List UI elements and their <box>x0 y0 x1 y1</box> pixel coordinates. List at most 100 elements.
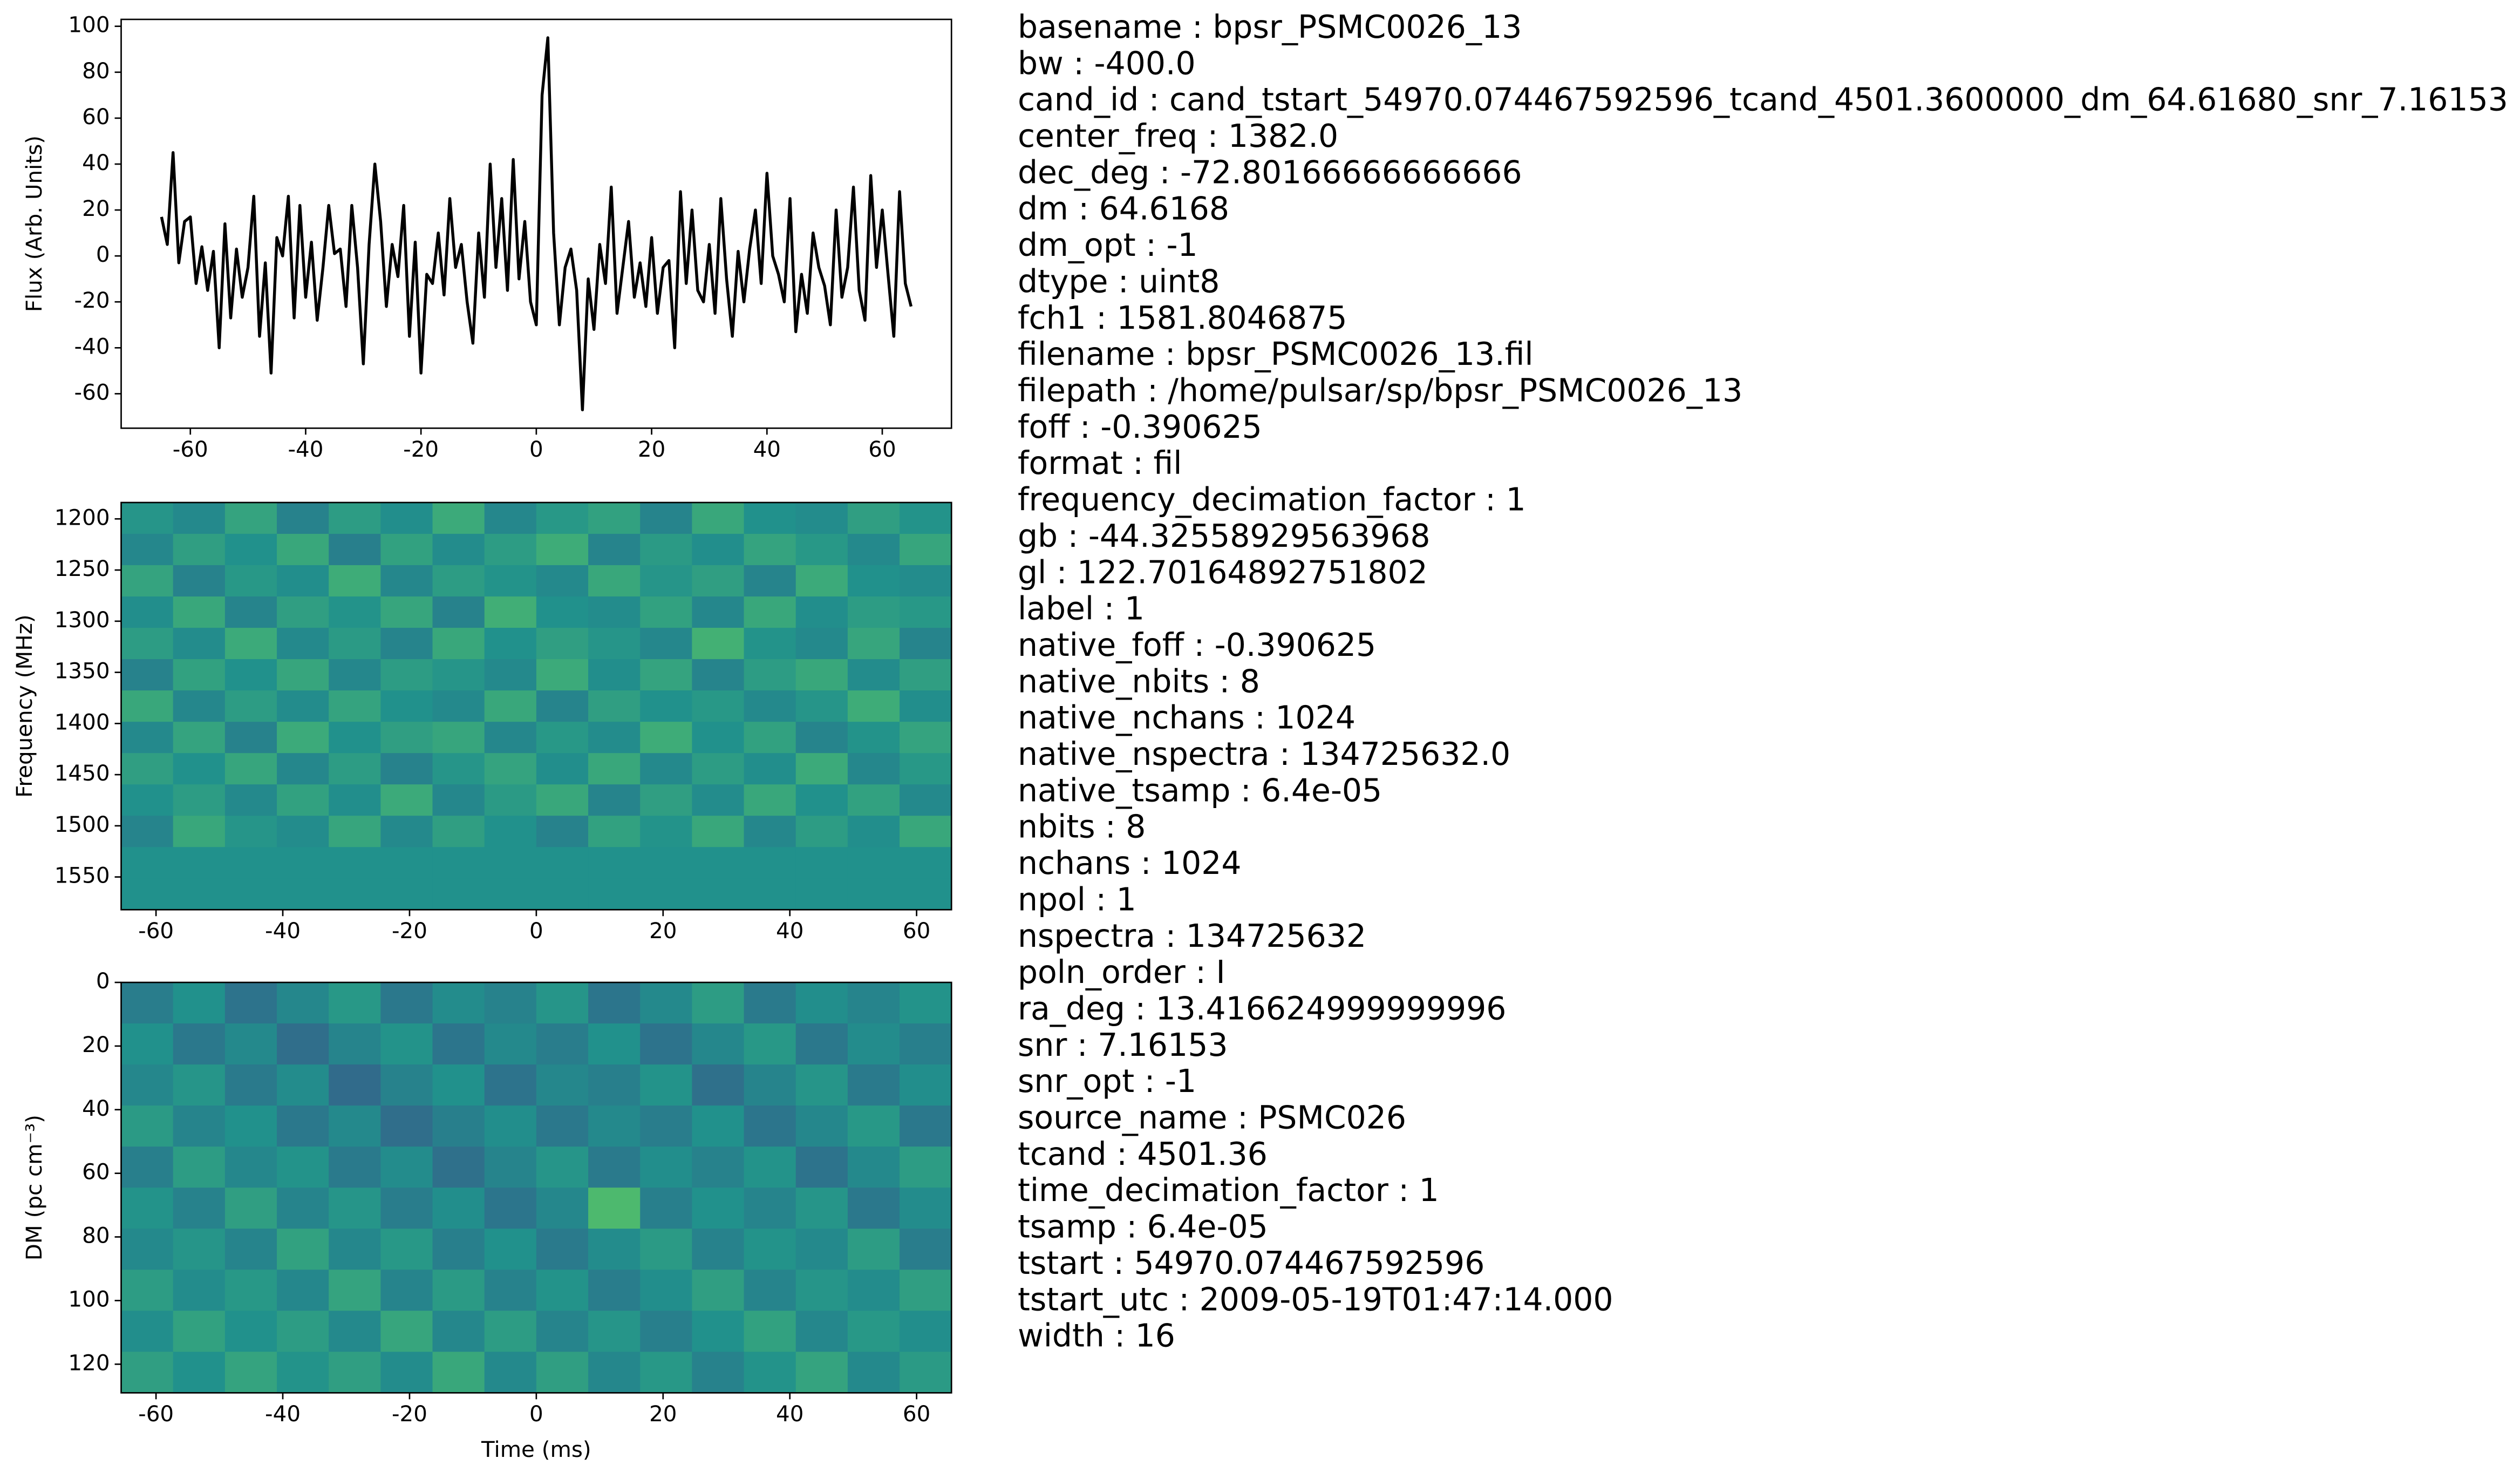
heatmap-cell <box>484 659 537 691</box>
heatmap-cell <box>224 596 278 629</box>
heatmap-cell <box>588 596 641 629</box>
x-tick-label: 20 <box>638 436 665 462</box>
heatmap-cell <box>380 502 433 535</box>
y-tick-label: -40 <box>74 333 110 359</box>
heatmap-cell <box>173 1311 226 1353</box>
heatmap-cell <box>900 690 952 723</box>
heatmap-cell <box>640 690 693 723</box>
heatmap-cell <box>588 628 641 660</box>
heatmap-cell <box>900 596 952 629</box>
heatmap-cell <box>329 1229 382 1271</box>
heatmap-cell <box>484 1352 537 1394</box>
heatmap-cell <box>173 722 226 754</box>
heatmap-cell <box>484 1105 537 1148</box>
heatmap-cell <box>692 565 745 598</box>
heatmap-cell <box>588 1229 641 1271</box>
heatmap-cell <box>795 1229 849 1271</box>
heatmap-cell <box>277 690 330 723</box>
heatmap-cell <box>640 1311 693 1353</box>
heatmap-cell <box>432 690 485 723</box>
heatmap-cell <box>121 1147 174 1189</box>
heatmap-cell <box>900 753 952 785</box>
heatmap-cell <box>640 753 693 785</box>
heatmap-cell <box>900 659 952 691</box>
heatmap-cell <box>329 847 382 879</box>
heatmap-cell <box>380 596 433 629</box>
heatmap-cell <box>432 659 485 691</box>
heatmap-cell <box>121 816 174 848</box>
heatmap-cell <box>900 533 952 566</box>
heatmap-cell <box>121 753 174 785</box>
info-line: bw : -400.0 <box>1018 45 1196 82</box>
info-line: nchans : 1024 <box>1018 845 1242 881</box>
heatmap-cell <box>329 1188 382 1230</box>
heatmap-cell <box>224 816 278 848</box>
heatmap-cell <box>692 1064 745 1107</box>
heatmap-cell <box>692 1105 745 1148</box>
heatmap-cell <box>847 628 901 660</box>
heatmap-cell <box>536 722 589 754</box>
heatmap-cell <box>380 1270 433 1312</box>
heatmap-cell <box>847 1188 901 1230</box>
x-tick-label: 40 <box>776 918 803 944</box>
heatmap-cell <box>900 1105 952 1148</box>
heatmap-cell <box>692 1352 745 1394</box>
y-tick-label: 20 <box>82 1032 110 1057</box>
heatmap-cell <box>224 784 278 817</box>
info-line: native_foff : -0.390625 <box>1018 627 1376 663</box>
heatmap-cell <box>173 1064 226 1107</box>
heatmap-cell <box>588 1064 641 1107</box>
heatmap-cell <box>432 565 485 598</box>
x-tick-label: -20 <box>392 1401 427 1427</box>
info-line: native_nspectra : 134725632.0 <box>1018 736 1510 772</box>
heatmap-cell <box>536 784 589 817</box>
heatmap-cell <box>847 1064 901 1107</box>
heatmap-cell <box>329 722 382 754</box>
heatmap-cell <box>744 690 796 723</box>
heatmap-cell <box>692 1147 745 1189</box>
heatmap-cell <box>692 1188 745 1230</box>
heatmap-cell <box>900 1147 952 1189</box>
heatmap-cell <box>380 659 433 691</box>
heatmap-cell <box>536 628 589 660</box>
heatmap-cell <box>847 596 901 629</box>
heatmap-cell <box>536 1188 589 1230</box>
heatmap-cell <box>432 878 485 911</box>
heatmap-cell <box>900 565 952 598</box>
heatmap-cell <box>795 596 849 629</box>
heatmap-cell <box>121 1229 174 1271</box>
heatmap-cell <box>795 1188 849 1230</box>
heatmap-cell <box>536 690 589 723</box>
heatmap-cell <box>277 1188 330 1230</box>
heatmap-cell <box>329 1105 382 1148</box>
heatmap-cell <box>640 533 693 566</box>
heatmap-cell <box>900 1064 952 1107</box>
heatmap-cell <box>432 1229 485 1271</box>
info-line: native_nchans : 1024 <box>1018 700 1356 736</box>
heatmap-cell <box>588 690 641 723</box>
info-line: tstart_utc : 2009-05-19T01:47:14.000 <box>1018 1281 1613 1318</box>
heatmap-cell <box>692 533 745 566</box>
heatmap-cell <box>224 1270 278 1312</box>
heatmap-cell <box>536 1105 589 1148</box>
x-tick-label: 60 <box>903 918 930 944</box>
y-tick-label: 0 <box>96 968 110 994</box>
heatmap-cell <box>329 565 382 598</box>
x-tick-label: -20 <box>403 436 439 462</box>
heatmap-cell <box>692 1023 745 1066</box>
y-tick-label: -20 <box>74 287 110 313</box>
heatmap-cell <box>588 502 641 535</box>
heatmap-cell <box>380 784 433 817</box>
heatmap-cell <box>277 982 330 1025</box>
heatmap-cell <box>588 784 641 817</box>
heatmap-cell <box>744 753 796 785</box>
heatmap-cell <box>900 1023 952 1066</box>
heatmap-cell <box>900 1352 952 1394</box>
y-tick-label: 80 <box>82 1223 110 1249</box>
heatmap-cell <box>484 502 537 535</box>
heatmap-cell <box>640 878 693 911</box>
heatmap-cell <box>224 847 278 879</box>
heatmap-cell <box>173 565 226 598</box>
